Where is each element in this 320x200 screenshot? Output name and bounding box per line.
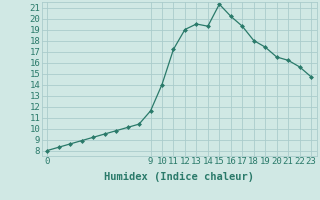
X-axis label: Humidex (Indice chaleur): Humidex (Indice chaleur) xyxy=(104,172,254,182)
